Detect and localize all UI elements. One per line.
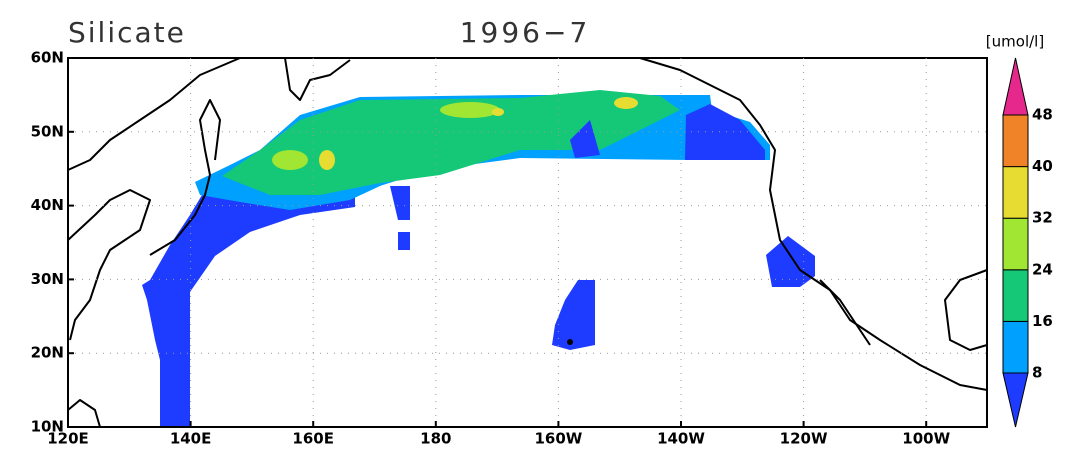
field-low <box>570 120 600 158</box>
field-low <box>142 182 355 427</box>
lon-label: 180 <box>420 430 451 448</box>
field-low <box>685 104 765 160</box>
field-low <box>552 280 595 350</box>
coast-america <box>639 57 988 391</box>
coast-kamchatka <box>284 57 351 101</box>
lat-label: 10N <box>31 418 64 436</box>
field-24-32 <box>440 102 500 118</box>
colorbar-segment <box>1002 166 1029 219</box>
lon-label: 140E <box>170 430 212 448</box>
lat-label: 60N <box>31 49 64 67</box>
field-low <box>766 236 815 287</box>
lon-label: 100W <box>902 430 950 448</box>
unit-label: [umol/l] <box>986 33 1044 51</box>
field-32-40 <box>614 97 638 109</box>
lat-label: 40N <box>31 196 64 214</box>
coast-sea <box>67 399 101 428</box>
colorbar-label: 32 <box>1032 209 1053 227</box>
silicate-field <box>142 90 815 427</box>
field-32-40 <box>492 108 504 116</box>
lon-label: 160E <box>292 430 334 448</box>
colorbar-label: 48 <box>1032 106 1053 124</box>
lon-label: 140W <box>657 430 705 448</box>
coast-japan <box>149 99 221 256</box>
colorbar-segment <box>1002 57 1029 116</box>
lat-label: 30N <box>31 270 64 288</box>
coastlines <box>67 57 988 428</box>
field-16-24 <box>222 90 680 195</box>
colorbar-label: 8 <box>1032 364 1042 382</box>
lat-label: 50N <box>31 122 64 140</box>
lat-label: 20N <box>31 344 64 362</box>
coast-asia <box>67 57 241 171</box>
colorbar-segment <box>1002 114 1029 168</box>
colorbar-segment <box>1002 217 1029 271</box>
field-low <box>390 186 410 220</box>
field-low <box>398 232 410 250</box>
colorbar-label: 40 <box>1032 157 1053 175</box>
title: Silicate <box>68 16 186 49</box>
colorbar-label: 16 <box>1032 312 1053 330</box>
colorbar-label: 24 <box>1032 260 1053 278</box>
colorbar-segment <box>1002 372 1029 428</box>
map-frame <box>67 57 988 428</box>
coast-america <box>944 269 988 351</box>
colorbar-segment <box>1002 320 1029 374</box>
hawaii <box>567 339 573 345</box>
period: 1996−7 <box>460 16 591 49</box>
field-24-32 <box>272 150 308 170</box>
lon-label: 120W <box>780 430 828 448</box>
coast-baja <box>819 279 871 346</box>
coast-asia <box>67 189 151 341</box>
colorbar-segment <box>1002 269 1029 322</box>
lon-label: 120E <box>47 430 89 448</box>
field-32-40 <box>319 150 335 170</box>
lon-label: 160W <box>534 430 582 448</box>
